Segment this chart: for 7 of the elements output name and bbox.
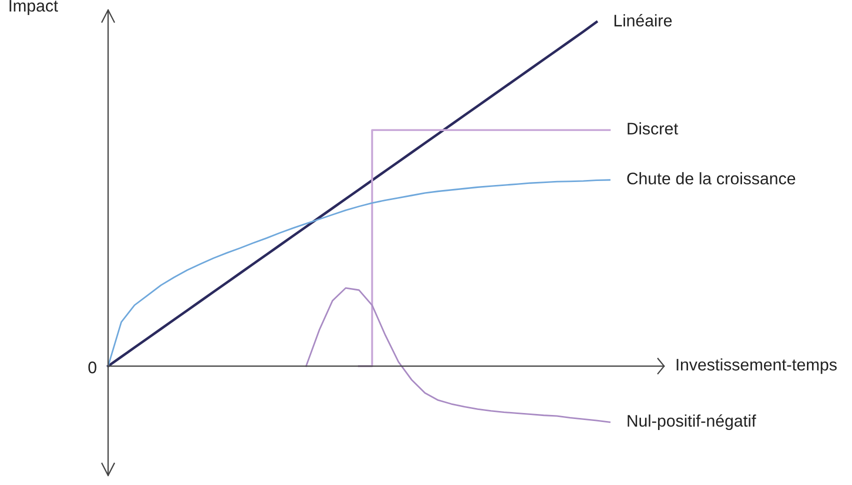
series-label: Nul-positif-négatif: [628, 414, 756, 430]
series-label: Linéaire: [614, 14, 672, 26]
series-label: Chute de la croissance: [627, 172, 796, 184]
x-axis-title: Investissement-temps: [676, 358, 837, 374]
text: 0: [88, 362, 96, 374]
series-label: Discret: [628, 122, 678, 135]
y-axis-title: Impact: [10, 0, 58, 15]
